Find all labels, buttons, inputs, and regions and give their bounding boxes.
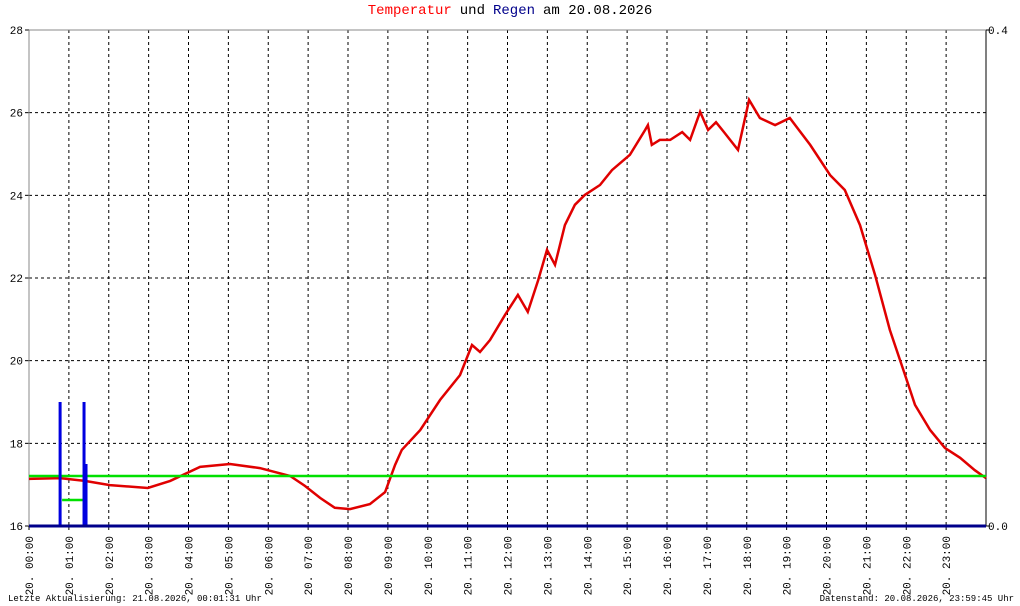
footer-right: Datenstand: 20.08.2026, 23:59:45 Uhr <box>820 594 1014 604</box>
y-tick-label: 24 <box>10 191 24 203</box>
title-part: am 20.08.2026 <box>543 3 652 19</box>
y-tick-label: 22 <box>10 274 23 286</box>
chart-title: Temperatur und Regen am 20.08.2026 <box>368 3 652 19</box>
rain-bar <box>82 402 86 526</box>
x-tick-label: 20. 16:00 <box>663 536 675 595</box>
x-tick-label: 20. 12:00 <box>504 536 516 595</box>
x-tick-label: 20. 22:00 <box>902 536 914 595</box>
x-tick-label: 20. 09:00 <box>384 536 396 595</box>
x-tick-label: 20. 00:00 <box>25 536 37 595</box>
x-tick-label: 20. 21:00 <box>862 536 874 595</box>
x-tick-label: 20. 08:00 <box>344 536 356 595</box>
x-tick-label: 20. 23:00 <box>942 536 954 595</box>
x-tick-label: 20. 05:00 <box>224 536 236 595</box>
y-tick-label: 16 <box>10 522 23 534</box>
temperature-line <box>28 96 987 511</box>
y-tick-label: 26 <box>10 109 23 121</box>
y-tick-label: 18 <box>10 439 23 451</box>
x-tick-label: 20. 13:00 <box>543 536 555 595</box>
rain-bar <box>58 402 62 526</box>
y2-tick-label: 0.4 <box>988 26 1008 38</box>
x-tick-label: 20. 10:00 <box>424 536 436 595</box>
y-tick-label: 28 <box>10 26 23 38</box>
x-tick-label: 20. 19:00 <box>783 536 795 595</box>
y2-tick-label: 0.0 <box>988 522 1008 534</box>
footer-left: Letzte Aktualisierung: 21.08.2026, 00:01… <box>8 594 262 604</box>
x-tick-label: 20. 01:00 <box>65 536 77 595</box>
x-tick-label: 20. 04:00 <box>185 536 197 595</box>
x-tick-label: 20. 06:00 <box>264 536 276 595</box>
rain-bar <box>84 464 88 526</box>
x-tick-label: 20. 07:00 <box>304 536 316 595</box>
x-tick-label: 20. 03:00 <box>145 536 157 595</box>
title-part: Temperatur <box>368 3 452 19</box>
title-part: und <box>460 3 485 19</box>
x-tick-label: 20. 02:00 <box>105 536 117 595</box>
x-tick-label: 20. 17:00 <box>703 536 715 595</box>
x-tick-label: 20. 14:00 <box>583 536 595 595</box>
x-tick-label: 20. 18:00 <box>743 536 755 595</box>
title-part: Regen <box>493 3 535 19</box>
x-tick-label: 20. 15:00 <box>623 536 635 595</box>
x-tick-label: 20. 20:00 <box>823 536 835 595</box>
x-tick-label: 20. 11:00 <box>464 536 476 595</box>
y-tick-label: 20 <box>10 357 23 369</box>
